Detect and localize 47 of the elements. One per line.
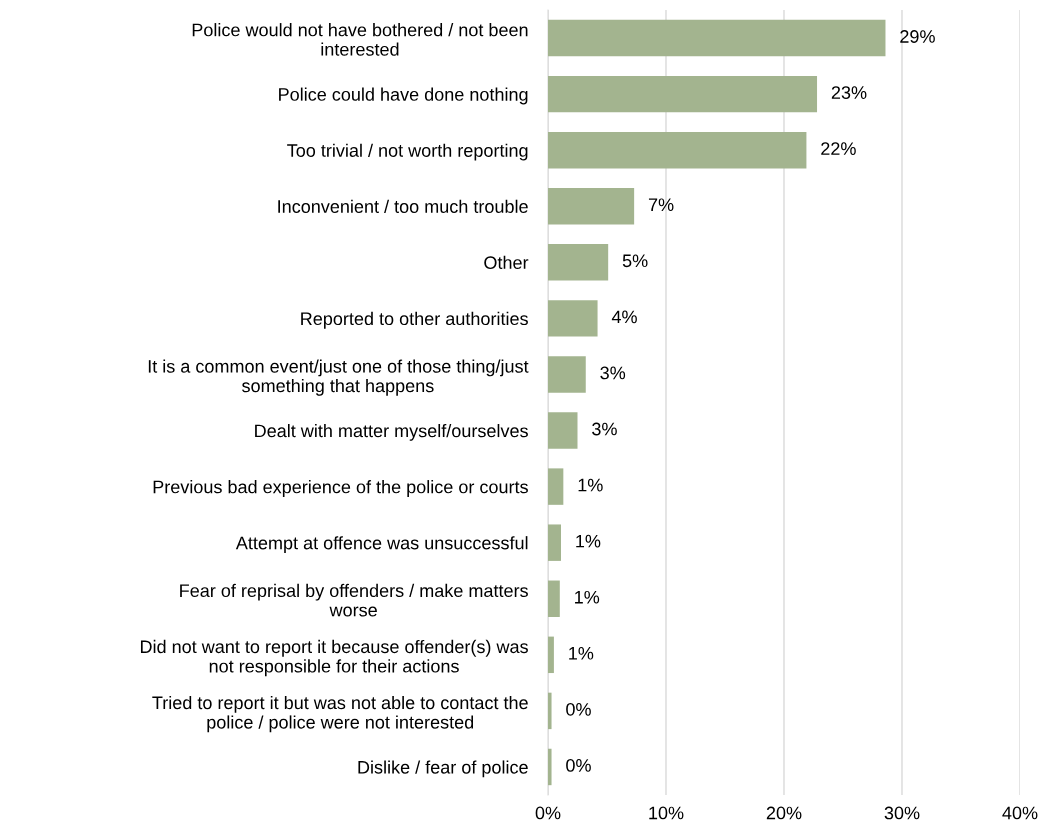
data-label: 1% bbox=[576, 534, 601, 548]
data-label: 5% bbox=[622, 254, 648, 268]
data-label: 1% bbox=[578, 478, 603, 492]
data-label: 4% bbox=[611, 310, 637, 324]
y-tick-label: It is a common event/just one of those thing/just something that happens bbox=[148, 359, 529, 396]
bar bbox=[548, 524, 561, 561]
y-tick-label: Too trivial / not worth reporting bbox=[287, 143, 528, 161]
bar bbox=[548, 19, 886, 57]
data-label: 0% bbox=[566, 702, 591, 716]
y-tick-label: Inconvenient / too much trouble bbox=[278, 199, 528, 213]
data-label: 0% bbox=[566, 759, 591, 772]
bar bbox=[548, 244, 609, 281]
y-tick-label: Other bbox=[484, 255, 529, 270]
bar bbox=[548, 580, 560, 617]
y-tick-label: Reported to other authorities bbox=[301, 311, 528, 329]
bar bbox=[548, 131, 807, 169]
bar bbox=[548, 468, 564, 505]
bar bbox=[548, 188, 635, 225]
bar bbox=[548, 412, 578, 449]
y-tick-label: Attempt at offence was unsuccessful bbox=[235, 536, 528, 553]
x-tick-label: 0% bbox=[535, 806, 561, 820]
data-label: 29% bbox=[900, 30, 935, 43]
bar bbox=[548, 75, 818, 113]
data-label: 3% bbox=[592, 422, 617, 436]
data-label: 23% bbox=[831, 86, 867, 99]
bar bbox=[548, 300, 598, 337]
y-tick-label: Dislike / fear of police bbox=[358, 760, 528, 778]
x-tick-label: 20% bbox=[766, 806, 802, 820]
data-label: 22% bbox=[821, 142, 856, 155]
x-tick-label: 40% bbox=[1002, 806, 1038, 820]
data-label: 1% bbox=[575, 590, 600, 604]
y-tick-label: Fear of reprisal by offenders / make matters worse bbox=[180, 583, 528, 617]
bar bbox=[548, 356, 586, 393]
bar bbox=[548, 636, 554, 674]
data-label: 3% bbox=[600, 366, 626, 380]
data-label: 7% bbox=[648, 198, 674, 212]
y-tick-label: Police could have done nothing bbox=[279, 87, 528, 105]
data-label: 1% bbox=[569, 646, 594, 660]
y-tick-label: Police would not have bothered / not been interested bbox=[192, 23, 528, 56]
x-tick-label: 30% bbox=[884, 806, 920, 820]
bar bbox=[548, 692, 552, 730]
y-tick-label: Dealt with matter myself/ourselves bbox=[255, 423, 528, 441]
y-tick-label: Tried to report it but was not able to contact the police / police were not interested bbox=[152, 695, 528, 733]
bar bbox=[548, 748, 552, 786]
y-tick-label: Did not want to report it because offender(s) was not responsible for their actions bbox=[140, 639, 528, 677]
y-tick-label: Previous bad experience of the police or courts bbox=[153, 480, 528, 497]
x-tick-label: 10% bbox=[649, 806, 684, 820]
